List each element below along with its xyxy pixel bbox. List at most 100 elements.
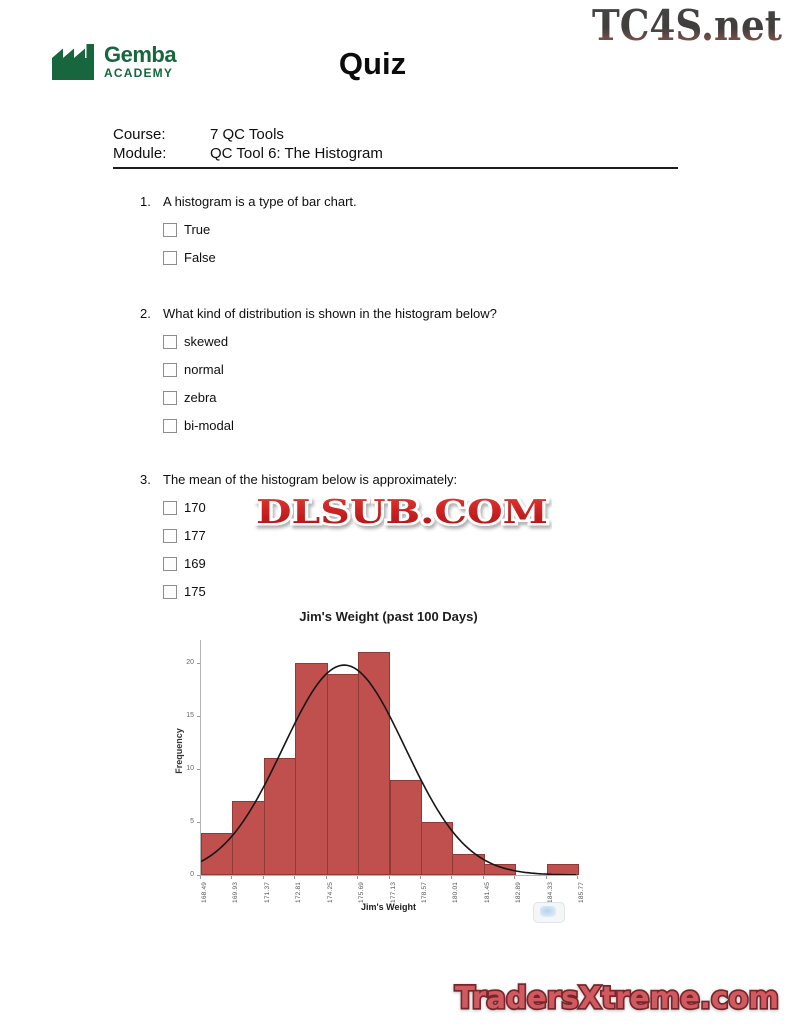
checkbox[interactable] bbox=[163, 584, 177, 599]
y-tick-mark bbox=[197, 663, 200, 664]
x-tick-mark bbox=[545, 876, 547, 879]
module-label: Module: bbox=[113, 145, 167, 162]
option-skewed[interactable]: skewed bbox=[163, 334, 620, 349]
tradersxtreme-watermark-text: TradersXtreme.com bbox=[455, 981, 779, 1016]
histogram-bar bbox=[546, 864, 579, 875]
y-axis-label: Frequency bbox=[174, 728, 184, 774]
page-title: Quiz bbox=[338, 46, 407, 81]
x-tick-mark bbox=[294, 876, 296, 879]
histogram-bar bbox=[263, 758, 297, 875]
module-value: QC Tool 6: The Histogram bbox=[210, 145, 383, 162]
x-tick-label: 175.69 bbox=[358, 881, 366, 903]
option-label: True bbox=[184, 222, 211, 237]
option-false[interactable]: False bbox=[163, 250, 620, 265]
x-tick-label: 168.49 bbox=[201, 881, 208, 903]
checkbox[interactable] bbox=[163, 222, 177, 237]
y-tick-label: 5 bbox=[190, 818, 194, 825]
course-value: 7 QC Tools bbox=[210, 126, 284, 143]
checkbox[interactable] bbox=[163, 500, 177, 515]
question-text-row: 3. The mean of the histogram below is app… bbox=[140, 472, 620, 487]
question-text-row: 2. What kind of distribution is shown in … bbox=[140, 306, 620, 321]
faint-logo-badge bbox=[533, 902, 565, 923]
histogram-bar bbox=[201, 832, 234, 875]
x-tick-mark bbox=[231, 876, 233, 879]
option-label: 169 bbox=[184, 556, 206, 571]
logo-text: Gemba ACADEMY bbox=[104, 41, 177, 79]
y-tick-label: 15 bbox=[186, 712, 194, 719]
dlsub-watermark: DLSUB.COM bbox=[252, 488, 552, 536]
x-tick-mark bbox=[388, 876, 390, 879]
y-tick-label: 20 bbox=[186, 659, 194, 666]
option-bi-modal[interactable]: bi-modal bbox=[163, 418, 620, 433]
x-tick-label: 184.33 bbox=[546, 881, 554, 903]
x-tick-mark bbox=[262, 876, 264, 879]
x-tick-mark bbox=[325, 876, 327, 879]
tc4s-watermark: TC4S.net bbox=[590, 0, 790, 50]
option-label: normal bbox=[184, 362, 224, 377]
histogram-bar bbox=[326, 673, 360, 875]
histogram-bar bbox=[420, 822, 454, 875]
x-tick-label: 169.93 bbox=[232, 881, 240, 903]
factory-icon bbox=[52, 44, 94, 80]
y-tick-mark bbox=[197, 769, 200, 770]
x-tick-label: 180.01 bbox=[452, 881, 460, 903]
checkbox[interactable] bbox=[163, 556, 177, 571]
question-number: 1. bbox=[140, 194, 151, 209]
option-170[interactable]: 170 bbox=[163, 500, 620, 515]
x-tick-label: 172.81 bbox=[295, 881, 303, 903]
histogram-bar bbox=[483, 864, 517, 875]
option-169[interactable]: 169 bbox=[163, 556, 620, 571]
question-2: 2. What kind of distribution is shown in … bbox=[140, 306, 620, 433]
option-normal[interactable]: normal bbox=[163, 362, 620, 377]
checkbox[interactable] bbox=[163, 362, 177, 377]
option-177[interactable]: 177 bbox=[163, 528, 620, 543]
y-tick-label: 0 bbox=[190, 871, 194, 878]
x-tick-mark bbox=[577, 876, 578, 879]
histogram-bar bbox=[295, 663, 328, 875]
question-text: A histogram is a type of bar chart. bbox=[163, 194, 357, 209]
x-tick-mark bbox=[514, 876, 516, 879]
x-tick-label: 177.13 bbox=[389, 881, 397, 903]
course-label: Course: bbox=[113, 126, 166, 143]
x-tick-label: 182.89 bbox=[515, 881, 523, 903]
tradersxtreme-watermark: TradersXtreme.com bbox=[450, 974, 784, 1022]
histogram-bar bbox=[389, 779, 422, 875]
checkbox[interactable] bbox=[163, 528, 177, 543]
tc4s-watermark-text: TC4S.net bbox=[592, 1, 783, 50]
option-175[interactable]: 175 bbox=[163, 584, 620, 599]
option-true[interactable]: True bbox=[163, 222, 620, 237]
histogram-chart: Jim's Weight (past 100 Days) Frequency 0… bbox=[170, 605, 600, 925]
logo-name: Gemba bbox=[104, 41, 177, 67]
checkbox[interactable] bbox=[163, 390, 177, 405]
checkbox[interactable] bbox=[163, 418, 177, 433]
y-tick-mark bbox=[197, 875, 200, 876]
option-label: 177 bbox=[184, 528, 206, 543]
x-tick-label: 185.77 bbox=[578, 881, 585, 903]
histogram-bar bbox=[452, 853, 485, 875]
gemba-academy-logo: Gemba ACADEMY bbox=[52, 41, 177, 80]
question-number: 3. bbox=[140, 472, 151, 487]
checkbox[interactable] bbox=[163, 334, 177, 349]
option-label: False bbox=[184, 250, 216, 265]
x-tick-label: 174.25 bbox=[326, 881, 334, 903]
question-3: 3. The mean of the histogram below is app… bbox=[140, 472, 620, 599]
histogram-bar bbox=[358, 652, 391, 875]
question-text: The mean of the histogram below is appro… bbox=[163, 472, 458, 487]
chart-title: Jim's Weight (past 100 Days) bbox=[299, 609, 478, 624]
option-label: 170 bbox=[184, 500, 206, 515]
x-tick-label: 171.37 bbox=[263, 881, 271, 903]
checkbox[interactable] bbox=[163, 250, 177, 265]
course-row: Course: 7 QC Tools bbox=[113, 125, 678, 144]
x-tick-label: 178.57 bbox=[420, 881, 428, 903]
question-text-row: 1. A histogram is a type of bar chart. bbox=[140, 194, 620, 209]
option-label: zebra bbox=[184, 390, 217, 405]
course-module-block: Course: 7 QC Tools Module: QC Tool 6: Th… bbox=[113, 125, 678, 169]
x-axis-label: Jim's Weight bbox=[361, 902, 416, 912]
option-label: skewed bbox=[184, 334, 229, 349]
option-label: bi-modal bbox=[184, 418, 234, 433]
histogram-bar bbox=[232, 800, 265, 875]
y-tick-mark bbox=[197, 716, 200, 717]
module-row: Module: QC Tool 6: The Histogram bbox=[113, 144, 678, 163]
option-zebra[interactable]: zebra bbox=[163, 390, 620, 405]
x-tick-mark bbox=[482, 876, 484, 879]
